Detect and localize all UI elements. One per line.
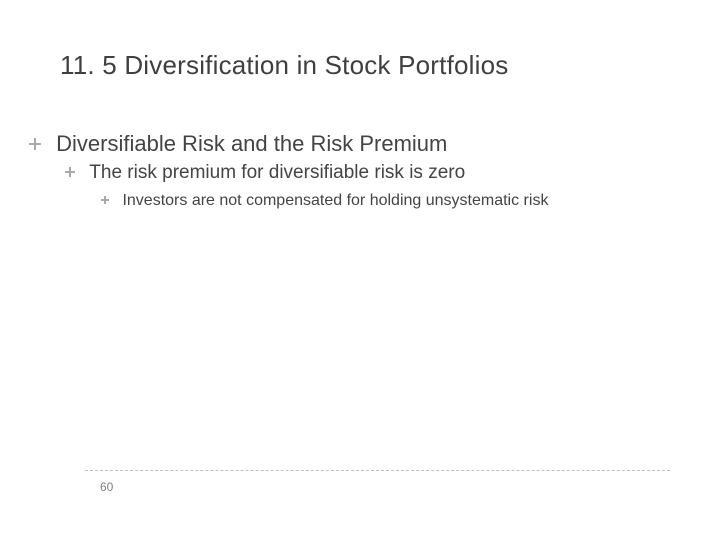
bullet-level-3: Investors are not compensated for holdin… bbox=[100, 192, 548, 210]
bullet-level-1: Diversifiable Risk and the Risk Premium bbox=[28, 130, 447, 157]
plus-icon bbox=[64, 162, 76, 184]
footer-divider bbox=[85, 470, 670, 471]
bullet-level-2: The risk premium for diversifiable risk … bbox=[64, 162, 465, 184]
bullet-text-l1: Diversifiable Risk and the Risk Premium bbox=[56, 131, 447, 157]
bullet-text-l3: Investors are not compensated for holdin… bbox=[122, 192, 548, 210]
plus-icon bbox=[100, 192, 110, 210]
bullet-text-l2: The risk premium for diversifiable risk … bbox=[89, 162, 465, 184]
slide: 11. 5 Diversification in Stock Portfolio… bbox=[0, 0, 720, 540]
plus-icon bbox=[28, 131, 42, 157]
page-number: 60 bbox=[100, 480, 113, 494]
slide-title: 11. 5 Diversification in Stock Portfolio… bbox=[60, 50, 508, 81]
